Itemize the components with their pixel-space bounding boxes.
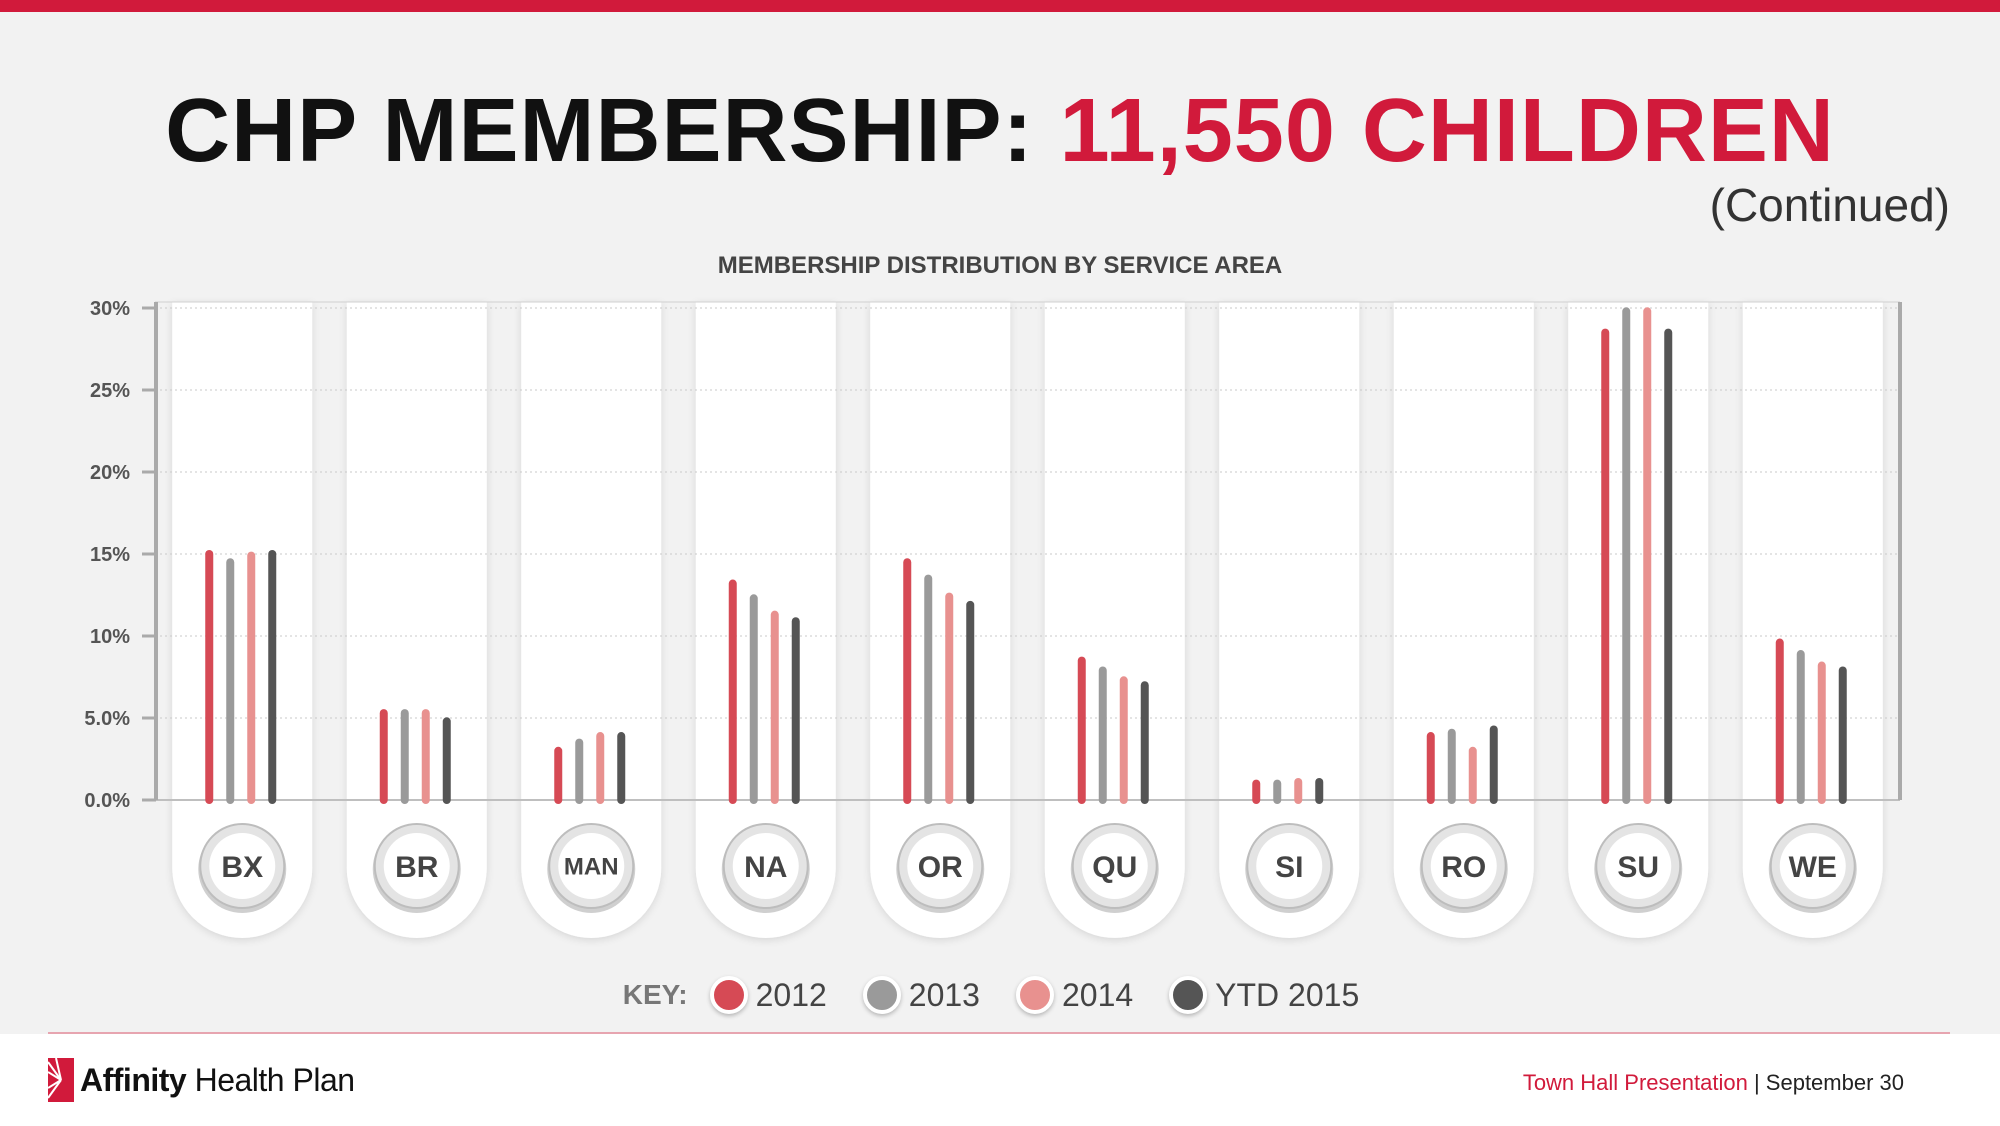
footer: Affinity Health Plan Town Hall Presentat… — [0, 1034, 2000, 1126]
category-label-br: BR — [395, 851, 439, 884]
logo-text: Affinity Health Plan — [80, 1062, 355, 1099]
legend-key-label: KEY: — [622, 979, 688, 1010]
presentation-date: September 30 — [1765, 1070, 1904, 1095]
category-label-su: SU — [1617, 851, 1659, 884]
top-accent-bar — [0, 0, 2000, 12]
legend-label-2014: 2014 — [1061, 976, 1134, 1013]
footer-separator: | — [1753, 1070, 1760, 1095]
category-label-ro: RO — [1441, 851, 1486, 884]
legend-swatch-2012 — [709, 976, 748, 1014]
badge-inner-bx — [209, 833, 276, 899]
legend-item-2012: 2012 — [709, 976, 827, 1014]
y-tick-label: 20% — [90, 462, 130, 484]
y-tick-label: 0.0% — [84, 790, 130, 812]
legend-item-2013: 2013 — [862, 976, 980, 1014]
page-subtitle: (Continued) — [1709, 179, 1950, 231]
title-accent: 11,550 CHILDREN — [1059, 81, 1835, 181]
y-tick-label: 25% — [90, 380, 130, 402]
logo-rest: Health Plan — [194, 1061, 355, 1098]
legend-swatch-ytd-2015 — [1169, 976, 1208, 1014]
y-tick-label: 30% — [90, 298, 130, 320]
legend-label-ytd-2015: YTD 2015 — [1215, 976, 1360, 1013]
category-label-qu: QU — [1092, 851, 1137, 884]
y-tick-label: 15% — [90, 544, 130, 566]
logo-bold: Affinity — [80, 1061, 187, 1098]
category-label-na: NA — [744, 851, 787, 884]
category-label-si: SI — [1275, 851, 1303, 884]
badge-inner-we — [1779, 833, 1846, 899]
category-label-man: MAN — [564, 854, 619, 881]
presentation-name: Town Hall Presentation — [1522, 1070, 1748, 1095]
badge-inner-man — [558, 833, 625, 899]
badge-inner-ro — [1430, 833, 1497, 899]
page-title: CHP MEMBERSHIP: 11,550 CHILDREN — [0, 80, 2000, 183]
legend-label-2012: 2012 — [755, 976, 827, 1013]
category-label-bx: BX — [221, 851, 263, 884]
category-label-we: WE — [1789, 851, 1837, 884]
legend-item-2014: 2014 — [1015, 976, 1134, 1014]
column-bg-si — [1219, 302, 1360, 938]
title-main: CHP MEMBERSHIP: — [165, 81, 1034, 181]
badge-inner-qu — [1081, 833, 1148, 899]
logo-mark-icon — [48, 1058, 74, 1102]
legend-label-2013: 2013 — [908, 976, 980, 1013]
company-logo: Affinity Health Plan — [48, 1058, 355, 1102]
y-tick-label: 5.0% — [84, 708, 130, 730]
chart-title: MEMBERSHIP DISTRIBUTION BY SERVICE AREA — [717, 252, 1283, 279]
badge-inner-si — [1256, 833, 1323, 899]
footer-divider — [48, 1032, 1950, 1034]
legend-swatch-2013 — [862, 976, 901, 1014]
footer-caption: Town Hall Presentation | September 30 — [1523, 1070, 1904, 1096]
legend-swatch-2014 — [1015, 976, 1054, 1014]
chart-legend: KEY: 2012 2013 2014 YTD 2015 — [0, 976, 2000, 1014]
badge-inner-br — [383, 833, 450, 899]
badge-inner-su — [1605, 833, 1672, 899]
badge-inner-na — [732, 833, 799, 899]
legend-item-ytd-2015: YTD 2015 — [1169, 976, 1359, 1014]
y-tick-label: 10% — [90, 626, 130, 648]
category-label-or: OR — [918, 851, 963, 884]
badge-inner-or — [907, 833, 974, 899]
